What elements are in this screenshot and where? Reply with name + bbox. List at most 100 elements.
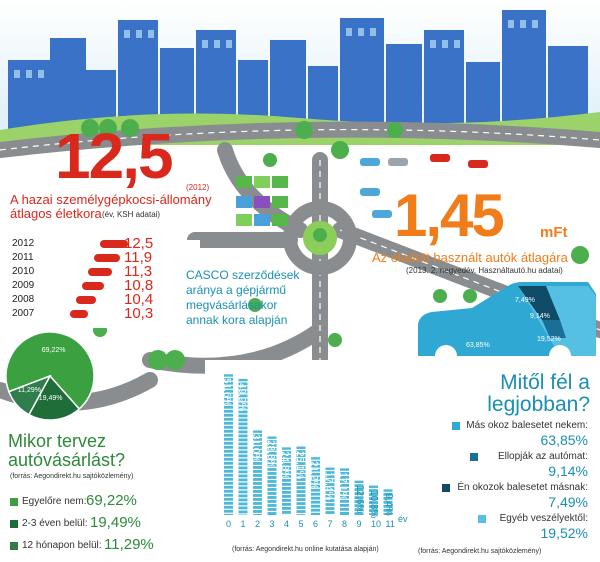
plan-legend-swatch (10, 520, 18, 528)
age-title-line1: A hazai személygépkocsi-állomány (10, 192, 212, 207)
casco-bar-xtick: 10 (371, 519, 382, 529)
price-source: (2013. 2. negyedév, Használtautó.hu adat… (406, 266, 563, 275)
houses (236, 176, 288, 226)
plan-legend-label: Egyelőre nem: (22, 496, 87, 507)
casco-bar-value-label: 9,4% (382, 493, 394, 517)
fear-car-label-other: 19,52% (537, 336, 561, 343)
fear-legend-label: Más okoz balesetet nekem: (466, 420, 588, 431)
fear-title-line2: legjobban? (487, 393, 590, 416)
fear-legend-swatch (478, 515, 486, 523)
fear-legend-swatch (470, 453, 478, 461)
age-row-year: 2009 (12, 280, 35, 291)
age-row-year: 2010 (12, 266, 35, 277)
casco-bar-xtick: 3 (269, 519, 275, 529)
price-big-value: 1,45 (394, 182, 505, 249)
age-row-year: 2011 (12, 252, 34, 263)
age-row: 2012 12,5 (12, 235, 172, 252)
age-row: 2010 11,3 (12, 263, 172, 280)
plan-legend-swatch (10, 498, 18, 506)
fear-car-label-stolen-alt: 7,49% (515, 297, 535, 304)
casco-bar-xtick: 11 (385, 519, 395, 529)
fear-legend-swatch (452, 422, 460, 430)
casco-bar-value-label: 51,6% (221, 378, 232, 407)
casco-source: (forrás: Aegondirekt.hu online kutatása … (232, 546, 379, 553)
fear-legend-swatch (442, 484, 450, 492)
casco-bar-xtick: 7 (327, 519, 333, 529)
age-row-year: 2012 (12, 238, 35, 249)
casco-bar (238, 378, 248, 515)
casco-bar-value-label: 24,8% (279, 451, 290, 480)
casco-bar (224, 374, 233, 515)
plan-source: (forrás: Aegondirekt.hu sajtóközlemény) (10, 473, 134, 480)
age-row: 2011 11,9 (12, 249, 172, 266)
age-year: (2012) (186, 183, 210, 192)
plan-title-line2: autóvásárlást? (8, 450, 126, 470)
casco-xlabel: év (398, 514, 408, 524)
plan-legend-value: 11,29% (104, 536, 154, 553)
casco-bar-xtick: 8 (342, 519, 348, 529)
fear-legend-label: Egyéb veszélyektől: (499, 513, 588, 524)
price-unit: mFt (540, 224, 568, 241)
casco-bar-value-label: 49,9% (235, 382, 247, 412)
age-row: 2007 10,3 (12, 305, 172, 322)
fear-car-chart (418, 282, 596, 367)
age-big-value: 12,5 (55, 120, 174, 192)
casco-title-line1: CASCO szerződések (186, 268, 300, 282)
fear-legend-value: 19,52% (540, 525, 588, 541)
casco-bar-chart (224, 374, 393, 516)
fear-legend-label: Én okozok balesetet másnak: (457, 482, 588, 493)
casco-title-line3: megvásárlásakor (186, 298, 278, 312)
fear-legend-label: Ellopják az autómat: (497, 451, 588, 462)
age-row: 2009 10,8 (12, 277, 172, 294)
casco-bar-value-label: 31,0% (250, 434, 261, 463)
casco-bar-value-label: 28,8% (264, 440, 276, 469)
casco-bar (296, 446, 306, 515)
plan-pie-label: 19,49% (38, 395, 63, 403)
fear-legend-value: 63,85% (540, 432, 588, 448)
casco-bar (311, 457, 320, 515)
casco-bar (383, 489, 393, 515)
casco-bar-value-label: 10,8% (368, 489, 379, 518)
fear-car-label-stolen: 9,14% (530, 313, 550, 320)
plan-title: Mikor tervez autóvásárlást? (8, 432, 125, 470)
plan-pie-slice (7, 374, 52, 416)
casco-bar-xtick: 2 (255, 519, 261, 529)
casco-title: CASCO szerződések aránya a gépjármű megv… (186, 268, 299, 328)
plan-pie-slice (27, 374, 81, 421)
fear-legend-value: 9,14% (548, 463, 588, 479)
age-row-value: 10,3 (124, 305, 154, 322)
parked-cars (360, 154, 488, 218)
casco-bar-xtick: 0 (226, 519, 232, 529)
age-row-year: 2007 (12, 308, 35, 319)
fear-car-label-others-cause: 63,85% (466, 342, 490, 349)
casco-bar-xtick: 5 (298, 519, 304, 529)
casco-bar-value-label: 25,1% (293, 450, 305, 479)
fear-legend-value: 7,49% (548, 494, 588, 510)
plan-title-line1: Mikor tervez (8, 431, 107, 451)
casco-bar (325, 467, 335, 515)
age-row-value: 11,9 (124, 249, 153, 266)
price-title: Az eladott használt autók átlagára (372, 250, 568, 265)
casco-bar (253, 430, 262, 515)
age-title-line2: átlagos életkora (10, 206, 102, 221)
plan-legend-label: 2-3 éven belül: (22, 518, 88, 529)
age-row-value: 12,5 (124, 235, 154, 252)
age-row: 2008 10,4 (12, 291, 172, 308)
casco-bar (282, 447, 291, 515)
fear-title: Mitől fél a legjobban? (420, 372, 590, 416)
casco-bar-xtick: 6 (313, 519, 319, 529)
casco-bar-xtick: 9 (356, 519, 362, 529)
fear-title-line1: Mitől fél a (500, 371, 590, 394)
fear-source: (forrás: Aegondirekt.hu sajtóközlemény) (418, 548, 542, 555)
age-row-value: 11,3 (124, 263, 153, 280)
age-source: (év, KSH adatai) (102, 210, 161, 219)
plan-pie-chart (5, 331, 95, 421)
casco-bar (354, 480, 364, 515)
plan-pie-label: 11,29% (17, 386, 41, 394)
plan-pie-label: 69,22% (41, 347, 66, 355)
plan-legend-label: 12 hónapon belül: (22, 540, 102, 551)
casco-bar-value-label: 12,6% (353, 484, 365, 513)
age-row-value: 10,4 (124, 291, 154, 308)
